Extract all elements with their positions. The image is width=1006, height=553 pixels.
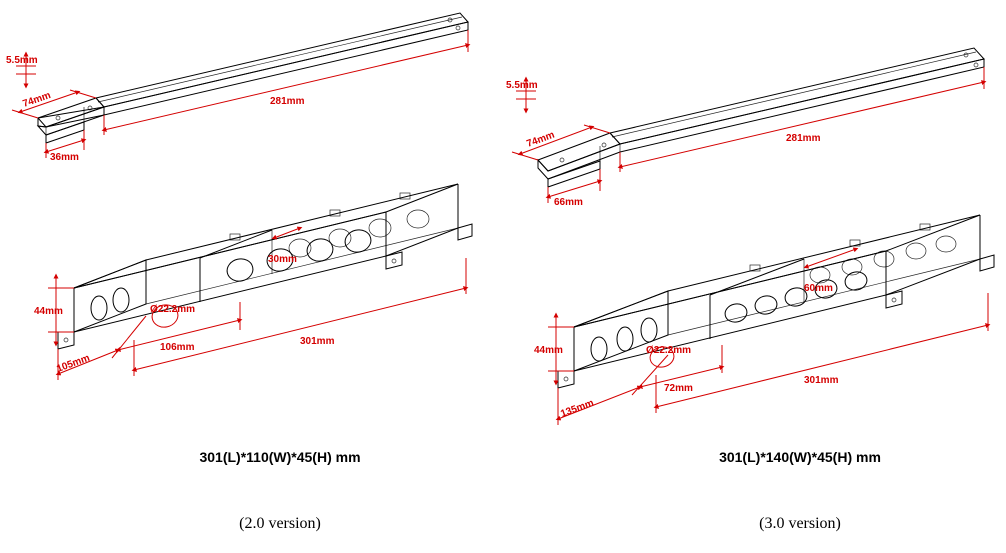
dim-label: 60mm (804, 283, 833, 294)
left-box: Ø22.2mm (34, 184, 472, 380)
left-box-inner-holes (289, 210, 429, 257)
dim-label: 30mm (268, 254, 297, 265)
left-version: (2.0 version) (239, 515, 321, 532)
left-lid: 5.5mm 74mm 36mm 281mm (6, 13, 468, 163)
right-box: Ø22.2mm (534, 215, 994, 425)
left-panel: 5.5mm 74mm 36mm 281mm (6, 13, 472, 532)
dim-right-lid-width: 74mm (512, 125, 610, 160)
dim-label: 36mm (50, 152, 79, 163)
dim-label: 72mm (664, 383, 693, 394)
dim-label: Ø22.2mm (646, 345, 691, 356)
dim-label: 66mm (554, 197, 583, 208)
right-version: (3.0 version) (759, 515, 841, 532)
dim-label: 135mm (559, 398, 595, 420)
dim-left-lid-thickness: 5.5mm (6, 54, 38, 86)
dim-label: 5.5mm (6, 55, 38, 66)
dim-right-box-height: 44mm (534, 315, 574, 383)
dim-right-lid-length: 281mm (620, 67, 984, 172)
right-panel: 5.5mm 74mm 66mm 281mm (506, 48, 994, 532)
left-box-side-holes (91, 288, 129, 320)
dim-label: 281mm (270, 96, 305, 107)
right-box-inner-holes (810, 236, 956, 283)
dim-left-box-height: 44mm (34, 276, 74, 344)
dim-label: 44mm (34, 306, 63, 317)
dim-right-lid-thickness: 5.5mm (506, 79, 538, 111)
dim-label: 5.5mm (506, 80, 538, 91)
dim-label: Ø22.2mm (150, 304, 195, 315)
left-caption: 301(L)*110(W)*45(H) mm (199, 449, 360, 465)
dim-label: 44mm (534, 345, 563, 356)
right-box-front-holes: Ø22.2mm (646, 270, 869, 370)
dim-label: 105mm (55, 353, 91, 375)
dim-label: 106mm (160, 342, 195, 353)
right-caption: 301(L)*140(W)*45(H) mm (719, 449, 881, 465)
dim-label: 281mm (786, 133, 821, 144)
dim-left-box-length: 301mm (134, 258, 466, 376)
dim-left-lid-length: 281mm (104, 30, 468, 135)
dim-left-box-inner-top: 30mm (268, 228, 300, 265)
dim-right-lid-step: 66mm (548, 169, 600, 208)
dim-label: 301mm (300, 336, 335, 347)
dim-left-lid-step: 36mm (46, 130, 84, 163)
drawing-canvas: 5.5mm 74mm 36mm 281mm (0, 0, 1006, 553)
dim-label: 301mm (804, 375, 839, 386)
dim-label: 74mm (21, 90, 52, 110)
right-lid: 5.5mm 74mm 66mm 281mm (506, 48, 984, 208)
dim-label: 74mm (525, 130, 556, 150)
